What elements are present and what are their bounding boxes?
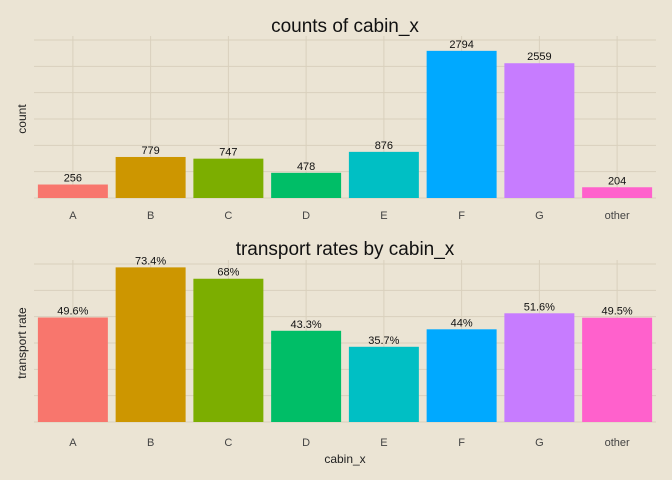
x-tick-label-G: G: [535, 210, 544, 222]
bar-A: [37, 184, 108, 198]
bar-D: [271, 330, 342, 422]
bar-F: [426, 50, 497, 198]
data-label-E: 876: [375, 140, 393, 152]
x-tick-label-B: B: [147, 437, 154, 449]
x-tick-label-A: A: [69, 210, 77, 222]
x-tick-label-D: D: [302, 437, 310, 449]
x-axis-title: cabin_x: [324, 452, 365, 466]
bar-B: [115, 156, 186, 198]
bar-G: [504, 313, 575, 422]
chart-title: transport rates by cabin_x: [236, 239, 455, 260]
x-tick-label-A: A: [69, 437, 77, 449]
y-axis-title: count: [15, 104, 29, 134]
data-label-E: 35.7%: [368, 335, 399, 347]
bar-D: [271, 172, 342, 198]
data-label-D: 43.3%: [291, 319, 322, 331]
bar-other: [582, 187, 653, 198]
data-label-G: 51.6%: [524, 301, 555, 313]
data-label-G: 2559: [527, 51, 551, 63]
bar-other: [582, 317, 653, 422]
x-tick-label-B: B: [147, 210, 154, 222]
data-label-C: 747: [219, 147, 237, 159]
x-tick-label-E: E: [380, 437, 387, 449]
chart-title: counts of cabin_x: [271, 16, 419, 37]
x-tick-label-F: F: [458, 437, 465, 449]
y-axis-title: transport rate: [15, 307, 29, 379]
bar-G: [504, 63, 575, 199]
bar-C: [193, 158, 264, 198]
x-tick-label-D: D: [302, 210, 310, 222]
chart-panel-2: 49.6% A 73.4% B 68% C 43.3% D 35.7% E 44% F 51.6% G 49…: [15, 239, 656, 466]
data-label-A: 49.6%: [57, 306, 88, 318]
data-label-F: 2794: [449, 39, 473, 51]
x-tick-label-C: C: [224, 210, 232, 222]
bar-E: [348, 346, 419, 422]
data-label-C: 68%: [217, 267, 239, 279]
bar-E: [348, 151, 419, 198]
bar-F: [426, 329, 497, 422]
data-label-other: 49.5%: [602, 306, 633, 318]
bar-A: [37, 317, 108, 422]
data-label-D: 478: [297, 161, 315, 173]
data-label-B: 779: [141, 145, 159, 157]
x-tick-label-other: other: [605, 437, 630, 449]
x-tick-label-F: F: [458, 210, 465, 222]
data-label-other: 204: [608, 175, 626, 187]
x-tick-label-E: E: [380, 210, 387, 222]
bar-C: [193, 278, 264, 422]
chart-panel-1: 256 A 779 B 747 C 478 D 876 E 2794 F 2559 G 204 other co…: [15, 16, 656, 222]
bar-B: [115, 267, 186, 422]
data-label-A: 256: [64, 173, 82, 185]
x-tick-label-G: G: [535, 437, 544, 449]
x-tick-label-other: other: [605, 210, 630, 222]
data-label-B: 73.4%: [135, 255, 166, 267]
x-tick-label-C: C: [224, 437, 232, 449]
data-label-F: 44%: [451, 317, 473, 329]
